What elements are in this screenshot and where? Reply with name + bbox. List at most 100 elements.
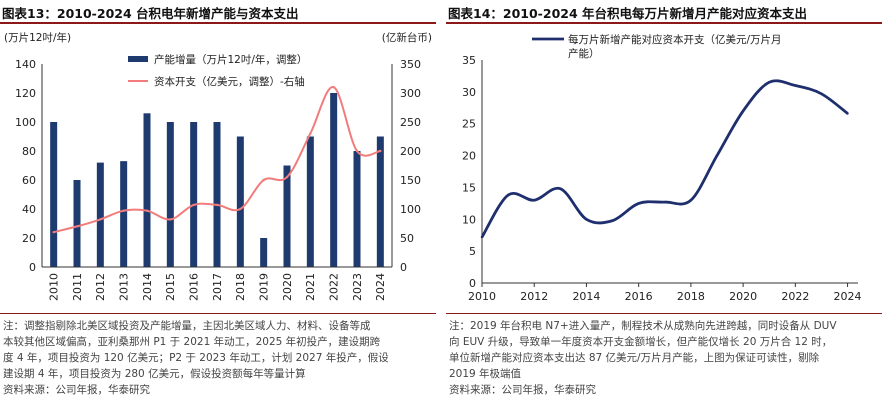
legend-label-line: 每万片新增产能对应资本开支（亿美元/万片月 [568, 33, 782, 46]
line-point-2015 [611, 219, 614, 222]
bar-capacity-2015 [166, 122, 174, 267]
x-tick-label: 2018 [234, 273, 247, 301]
chart-panel-capacity-capex: 图表13：2010-2024 台积电年新增产能与资本支出 (万片12吋/年) (亿… [0, 0, 436, 401]
chart-title: 图表14：2010-2024 年台积电每万片新增月产能对应资本支出 [448, 6, 808, 21]
bar-capacity-2021 [306, 136, 314, 267]
line-point-2014 [585, 218, 588, 221]
bar-capacity-2012 [96, 162, 104, 267]
x-tick-label: 2018 [677, 290, 705, 303]
capacity-capex-chart: (万片12吋/年) (亿新台币) 0 20 40 60 80 100 120 140 0 50 100 1… [4, 31, 432, 301]
note-line: 向 EUV 升级，导致单一年度资本开支金额增长，但产能仅增长 20 万片合 12… [449, 336, 833, 348]
note-line: 注：2019 年台积电 N7+进入量产，制程技术从成熟向先进跨越，同时设备从 D… [449, 320, 837, 332]
x-tick-label: 2021 [304, 273, 317, 301]
x-tick-label: 2020 [729, 290, 757, 303]
y-tick-left: 40 [22, 203, 36, 216]
line-capex-point-2018 [239, 207, 242, 211]
chart-panel-capex-per-capacity: 图表14：2010-2024 年台积电每万片新增月产能对应资本支出 0 5 10 15… [446, 0, 882, 401]
bar-capacity-2010 [50, 122, 58, 267]
line-point-2012 [533, 198, 536, 202]
line-point-2011 [506, 193, 510, 197]
line-capex-point-2016 [192, 203, 195, 207]
left-axis-unit: (万片12吋/年) [4, 31, 71, 44]
y-tick: 10 [462, 213, 476, 226]
line-point-2016 [637, 202, 640, 205]
y-tick-right: 300 [400, 87, 421, 100]
line-capex-point-2015 [169, 218, 172, 221]
bar-capacity-2013 [120, 161, 128, 267]
y-tick-right: 150 [400, 174, 421, 187]
line-capex-point-2023 [355, 149, 359, 153]
line-point-2010 [480, 235, 484, 239]
bar-capacity-2019 [260, 238, 268, 267]
x-tick-label: 2016 [188, 273, 201, 301]
note-line: 度 4 年，项目投资为 120 亿美元；P2 于 2023 年动工，计划 202… [3, 352, 389, 364]
x-tick-label: 2010 [48, 273, 61, 301]
line-capex-point-2021 [309, 132, 312, 135]
bar-capacity-2017 [213, 122, 221, 267]
legend-swatch-bar [128, 56, 148, 62]
x-tick-label: 2019 [258, 273, 271, 301]
bar-capacity-2011 [73, 180, 81, 267]
x-tick-label: 2017 [211, 273, 224, 301]
bar-capacity-2023 [353, 151, 361, 267]
bar-capacity-2016 [190, 122, 198, 267]
y-tick-left: 140 [15, 58, 36, 71]
x-tick-label: 2014 [141, 273, 154, 301]
x-tick-label: 2013 [118, 273, 131, 301]
x-tick-label: 2016 [625, 290, 653, 303]
line-point-2018 [689, 198, 693, 202]
y-tick: 15 [462, 181, 476, 194]
y-tick-left: 60 [22, 174, 36, 187]
x-tick-label: 2024 [374, 273, 387, 301]
line-capex-point-2012 [99, 218, 102, 221]
legend-label-line-cont: 产能） [568, 47, 600, 60]
line-capex-point-2017 [215, 203, 219, 207]
line-capex-point-2024 [379, 149, 382, 153]
title-divider [0, 22, 436, 24]
line-point-2013 [559, 187, 562, 190]
note-line: 本较其他区域偏高，亚利桑那州 P1 于 2021 年动工，2025 年初投产，建… [3, 336, 381, 348]
y-tick-left: 100 [15, 116, 36, 129]
note-line: 2019 年极端值 [449, 368, 522, 380]
line-point-2017 [663, 200, 666, 204]
y-tick: 5 [469, 245, 476, 258]
y-tick-left: 120 [15, 87, 36, 100]
y-tick-left: 20 [22, 232, 36, 245]
x-tick-label: 2022 [328, 273, 341, 301]
bar-capacity-2022 [330, 93, 338, 267]
y-tick-right: 350 [400, 58, 421, 71]
y-tick-right: 0 [400, 261, 407, 274]
x-tick-label: 2023 [351, 273, 364, 301]
x-tick-label: 2022 [781, 290, 809, 303]
line-capex-per-capacity [480, 79, 849, 238]
bar-capacity-2020 [283, 165, 291, 267]
note-line: 单位新增产能对应资本支出达 87 亿美元/万片月产能，上图为保证可读性，剔除 [449, 352, 820, 364]
x-tick-label: 2010 [468, 290, 496, 303]
notes-divider [446, 313, 882, 314]
y-tick-right: 50 [400, 232, 414, 245]
line-capex-point-2011 [75, 225, 79, 228]
bar-capacity-2014 [143, 113, 151, 267]
y-tick-left: 80 [22, 145, 36, 158]
line-capex-point-2013 [122, 209, 125, 212]
note-line: 注：调整指剔除北美区域投资及产能增量，主因北美区域人力、材料、设备等成 [3, 320, 371, 332]
note-line: 建设期 4 年，项目投资为 280 亿美元，假设投资额每年等量计算 [3, 368, 306, 380]
y-tick-left: 0 [29, 261, 36, 274]
line-capex-point-2014 [145, 209, 149, 212]
y-tick: 30 [462, 86, 476, 99]
legend-label-bar: 产能增量（万片12吋/年，调整） [154, 53, 307, 66]
line-capex-point-2019 [262, 178, 265, 182]
line-capex-point-2020 [285, 175, 289, 179]
source-line: 资料来源：公司年报，华泰研究 [3, 384, 150, 396]
line-point-2021 [768, 81, 771, 84]
chart-title: 图表13：2010-2024 台积电年新增产能与资本支出 [2, 6, 299, 21]
line-point-2022 [794, 84, 797, 87]
y-tick-right: 200 [400, 145, 421, 158]
y-tick: 25 [462, 118, 476, 131]
line-point-2023 [820, 92, 823, 95]
x-tick-label: 2015 [164, 273, 177, 301]
x-tick-label: 2020 [281, 273, 294, 301]
line-point-2019 [715, 154, 719, 157]
chart-notes: 注：调整指剔除北美区域投资及产能增量，主因北美区域人力、材料、设备等成 本较其他… [3, 318, 434, 398]
y-tick: 20 [462, 150, 476, 163]
